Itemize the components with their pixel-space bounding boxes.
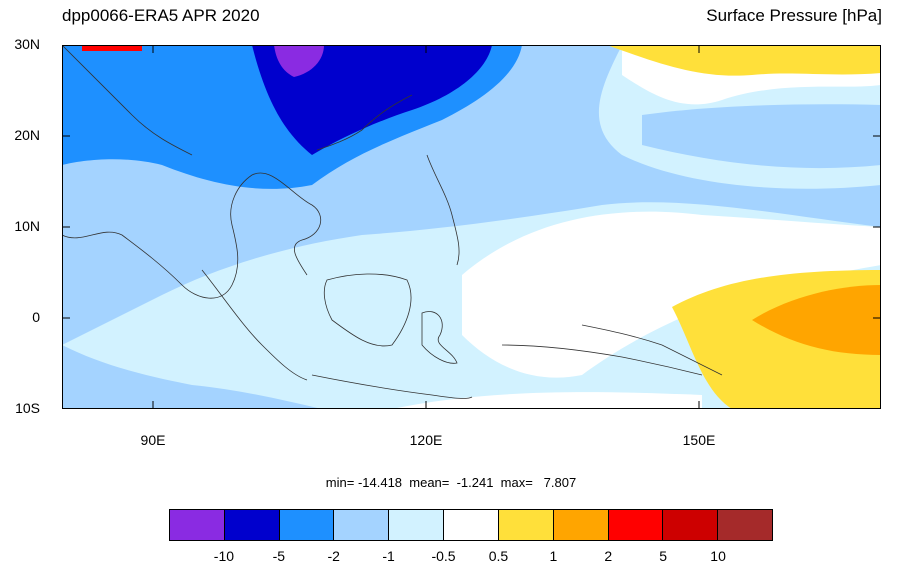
colorbar-label: -10	[213, 548, 235, 564]
colorbar-label: 0.5	[488, 548, 509, 564]
lon-label-90e: 90E	[140, 432, 166, 448]
plot-title-left: dpp0066-ERA5 APR 2020	[62, 6, 260, 25]
field-midblue-sw	[62, 345, 322, 409]
colorbar-box-5	[444, 510, 499, 540]
field-statistics: min= -14.418 mean= -1.241 max= 7.807	[325, 475, 577, 490]
colorbar-box-10	[718, 510, 772, 540]
coastlines	[62, 45, 723, 399]
colorbar-label: -1	[382, 548, 395, 564]
colorbar-box-8	[608, 510, 664, 540]
lon-label-150e: 150E	[682, 432, 716, 448]
colorbar-box-3	[334, 510, 390, 540]
lon-ticks	[152, 45, 700, 409]
lat-label-30n: 30N	[14, 36, 40, 52]
colorbar-box-7	[553, 510, 609, 540]
colorbar-label: 2	[604, 548, 613, 564]
field-purple	[274, 45, 324, 77]
field-yellow-ne	[607, 45, 881, 76]
colorbar-box-9	[663, 510, 719, 540]
colorbar-label: -2	[327, 548, 340, 564]
colorbar-box-0	[170, 510, 225, 540]
lat-label-20n: 20N	[14, 127, 40, 143]
map-field-svg	[62, 45, 881, 409]
colorbar-label: -0.5	[431, 548, 456, 564]
lat-ticks	[62, 45, 881, 409]
colorbar-box-2	[279, 510, 335, 540]
field-red-speckle	[82, 45, 142, 51]
lat-label-10n: 10N	[14, 218, 40, 234]
colorbar-label: 1	[549, 548, 558, 564]
colorbar	[169, 509, 773, 541]
colorbar-box-6	[498, 510, 554, 540]
colorbar-label: 10	[710, 548, 726, 564]
plot-title-right: Surface Pressure [hPa]	[706, 6, 882, 25]
lat-label-10s: 10S	[15, 400, 40, 416]
map-plot-area	[62, 45, 881, 409]
field-white-south	[392, 392, 702, 409]
colorbar-box-1	[224, 510, 280, 540]
map-frame	[62, 45, 881, 409]
lon-label-120e: 120E	[409, 432, 443, 448]
colorbar-box-4	[389, 510, 445, 540]
colorbar-label: 5	[659, 548, 668, 564]
colorbar-label: -5	[272, 548, 286, 564]
field-midblue-band	[642, 104, 881, 169]
lat-label-0: 0	[32, 309, 40, 325]
field-darkblue-north	[252, 45, 492, 155]
field-orange-east	[752, 285, 881, 355]
field-white-east	[462, 211, 881, 378]
